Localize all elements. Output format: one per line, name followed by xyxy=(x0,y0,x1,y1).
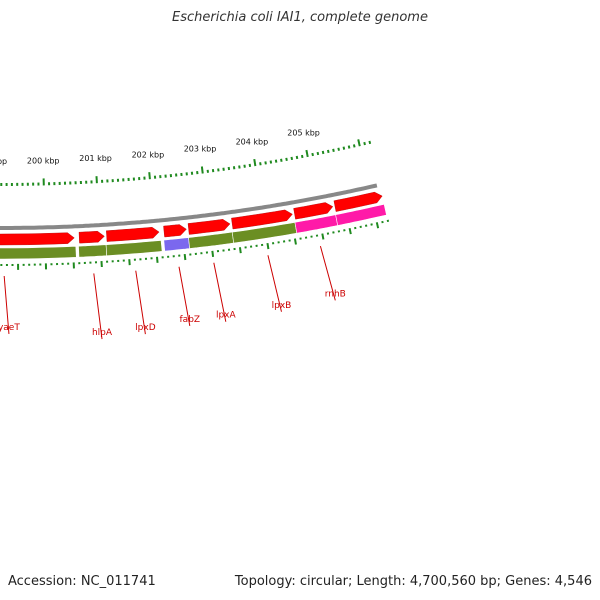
gene-segment xyxy=(188,231,235,249)
scale-tick xyxy=(311,152,314,157)
gene-leader-line xyxy=(267,255,282,312)
kbp-label: 203 kbp xyxy=(184,145,217,154)
cds-arrow xyxy=(293,202,334,220)
backbone-line xyxy=(0,183,378,230)
backbone-layer xyxy=(0,183,378,230)
gene-leader-line xyxy=(319,246,336,301)
kbp-label: 200 kbp xyxy=(27,156,60,165)
gene-label: lpxA xyxy=(216,311,237,321)
gene-leader-line xyxy=(213,262,227,322)
gene-label: fabZ xyxy=(180,315,201,325)
scale-tick xyxy=(368,140,372,145)
gene-label: yaeT xyxy=(0,323,20,333)
tick-mark xyxy=(293,238,297,245)
scale-tick xyxy=(290,156,294,161)
tick-mark xyxy=(183,253,187,261)
cds-arrow xyxy=(106,226,160,242)
scale-tick xyxy=(285,157,288,161)
scale-tick xyxy=(280,158,283,162)
gene-label: rnhB xyxy=(325,289,346,299)
tick-mark xyxy=(266,242,270,250)
scale-tick xyxy=(337,147,340,151)
cds-arrow xyxy=(187,219,231,235)
cds-layer xyxy=(0,191,383,246)
accession-label: Accession: NC_011741 xyxy=(8,574,156,589)
scale-tick xyxy=(316,151,320,156)
scale-tick xyxy=(321,150,325,155)
gene-segment xyxy=(0,245,77,260)
gene-leader-line xyxy=(93,273,103,340)
gene-segment xyxy=(163,237,191,252)
scale-tick xyxy=(295,155,299,160)
scale-tick xyxy=(148,172,151,180)
gene-label-layer: ECIAI1_0173cdsAyaeLyaeThlpAlpxDfabZlpxAl… xyxy=(0,246,346,340)
scale-tick xyxy=(253,159,257,167)
gene-segment xyxy=(105,240,163,257)
tick-mark xyxy=(211,250,215,257)
scale-tick xyxy=(363,141,366,146)
page-title: Escherichia coli IAI1, complete genome xyxy=(172,10,428,25)
scale-tick xyxy=(347,145,351,149)
gene-label: lpxD xyxy=(135,323,156,333)
scale-tick xyxy=(300,154,304,159)
gene-segment xyxy=(335,203,387,226)
tick-mark xyxy=(321,233,325,240)
genome-summary: Topology: circular; Length: 4,700,560 bp… xyxy=(234,574,592,589)
scale-tick xyxy=(332,148,335,153)
tick-mark xyxy=(348,227,352,235)
cds-arrow xyxy=(163,224,187,238)
cds-arrow xyxy=(78,230,105,244)
scale-tick xyxy=(352,144,356,148)
cds-arrow xyxy=(0,232,75,246)
gene-segment xyxy=(78,244,108,258)
gene-label: lpxB xyxy=(272,301,292,311)
scale-tick xyxy=(200,166,204,174)
kbp-label: 201 kbp xyxy=(79,154,112,163)
kbp-label: 204 kbp xyxy=(236,137,269,146)
cds-arrow xyxy=(333,191,383,212)
gene-leader-line xyxy=(135,270,146,335)
scale-tick xyxy=(327,149,330,154)
tick-mark xyxy=(375,222,380,229)
gene-layer xyxy=(0,203,387,260)
tick-mark xyxy=(156,256,159,263)
gene-leader-line xyxy=(3,275,10,335)
tick-layer xyxy=(0,219,390,270)
tick-mark xyxy=(238,247,242,254)
scale-tick xyxy=(305,149,309,158)
scale-tick xyxy=(274,159,278,163)
scale-tick xyxy=(357,139,361,147)
scale-tick xyxy=(342,146,346,150)
cds-arrow xyxy=(231,209,293,230)
gene-label: hlpA xyxy=(92,328,113,338)
gene-leader-line xyxy=(178,266,191,327)
kbp-label: 199 kbp xyxy=(0,157,7,166)
kbp-label: 202 kbp xyxy=(132,150,165,159)
kbp-label: 205 kbp xyxy=(287,128,320,137)
